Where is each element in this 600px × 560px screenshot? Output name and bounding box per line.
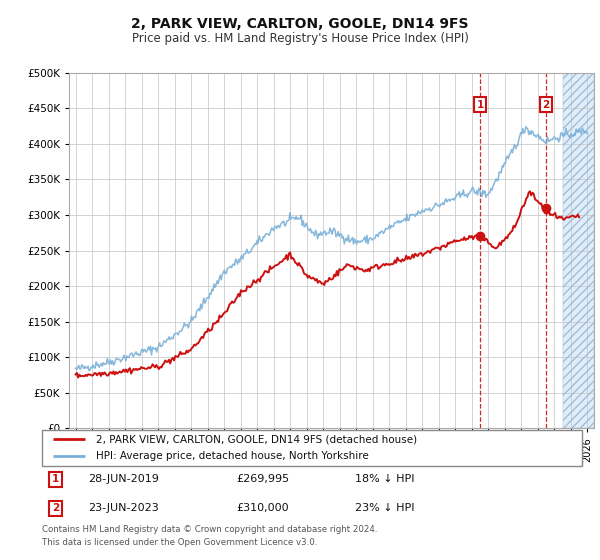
Text: £269,995: £269,995	[236, 474, 290, 484]
Text: 28-JUN-2019: 28-JUN-2019	[88, 474, 159, 484]
Text: 23-JUN-2023: 23-JUN-2023	[88, 503, 158, 514]
Text: 1: 1	[476, 100, 484, 110]
Text: 23% ↓ HPI: 23% ↓ HPI	[355, 503, 415, 514]
Text: Contains HM Land Registry data © Crown copyright and database right 2024.
This d: Contains HM Land Registry data © Crown c…	[42, 525, 377, 547]
Text: 18% ↓ HPI: 18% ↓ HPI	[355, 474, 415, 484]
Bar	[563, 73, 594, 428]
Text: 1: 1	[52, 474, 59, 484]
Text: 2, PARK VIEW, CARLTON, GOOLE, DN14 9FS (detached house): 2, PARK VIEW, CARLTON, GOOLE, DN14 9FS (…	[96, 435, 417, 444]
Text: £310,000: £310,000	[236, 503, 289, 514]
Text: Price paid vs. HM Land Registry's House Price Index (HPI): Price paid vs. HM Land Registry's House …	[131, 31, 469, 45]
Text: 2, PARK VIEW, CARLTON, GOOLE, DN14 9FS: 2, PARK VIEW, CARLTON, GOOLE, DN14 9FS	[131, 16, 469, 30]
Text: 2: 2	[52, 503, 59, 514]
Text: HPI: Average price, detached house, North Yorkshire: HPI: Average price, detached house, Nort…	[96, 451, 369, 461]
Bar	[563, 73, 594, 428]
Text: 2: 2	[542, 100, 550, 110]
